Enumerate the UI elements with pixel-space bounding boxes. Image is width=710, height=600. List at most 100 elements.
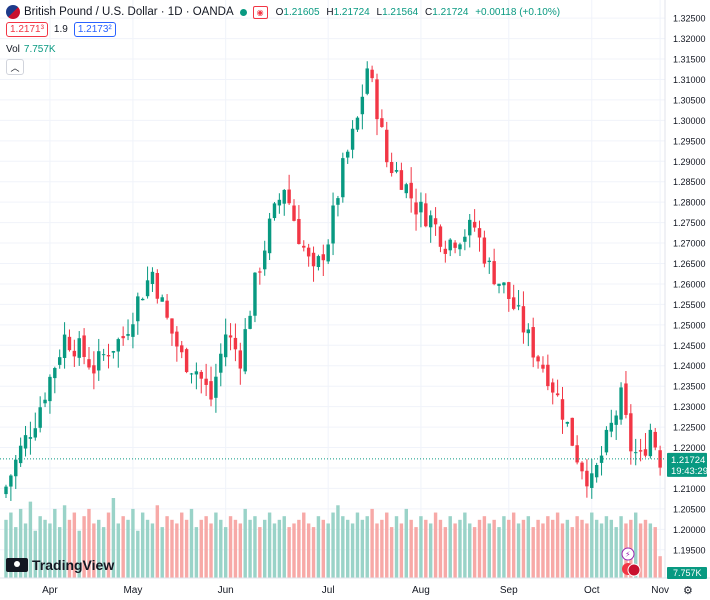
- tradingview-logo: TradingView: [6, 557, 114, 573]
- candle-body: [575, 445, 579, 463]
- candle-body: [14, 459, 18, 477]
- time-tick-label: Aug: [412, 585, 430, 596]
- volume-bar: [297, 519, 301, 578]
- buy-button[interactable]: 1.2173²: [73, 22, 116, 37]
- candle-body: [194, 371, 199, 375]
- candle-body: [77, 338, 81, 358]
- volume-bar: [214, 512, 218, 578]
- volume-bar: [72, 512, 77, 578]
- volume-bar: [38, 516, 42, 578]
- volume-bar: [287, 527, 291, 578]
- candle-body: [477, 228, 482, 238]
- candle-body: [341, 158, 345, 198]
- volume-bar: [487, 523, 491, 578]
- volume-bar: [267, 512, 272, 578]
- candle-body: [453, 242, 457, 248]
- sell-button[interactable]: 1.2171³: [6, 22, 48, 37]
- volume-bar: [101, 527, 106, 578]
- time-tick-label: Apr: [42, 585, 58, 596]
- candle-body: [551, 382, 555, 393]
- lightning-icon[interactable]: [621, 547, 635, 561]
- candle-body: [380, 118, 384, 127]
- event-icons[interactable]: ⚡: [621, 547, 641, 577]
- volume-bar: [399, 523, 404, 578]
- candle-body: [131, 324, 135, 337]
- candle-body: [126, 334, 130, 336]
- trade-buttons: 1.2171³ 1.9 1.2173²: [6, 22, 116, 37]
- flag-icon-2[interactable]: [627, 563, 641, 577]
- candle-body: [23, 435, 28, 449]
- volume-bar: [463, 512, 467, 578]
- svg-text:⚡: ⚡: [625, 550, 631, 559]
- candle-body: [321, 254, 326, 261]
- volume-bar: [238, 523, 243, 578]
- chevron-up-icon[interactable]: ︿: [6, 59, 24, 75]
- spread-value: 1.9: [53, 24, 68, 35]
- price-tick-label: 1.28000: [673, 198, 706, 208]
- volume-bar: [658, 556, 662, 578]
- candle-body: [297, 218, 301, 245]
- eye-icon[interactable]: ◉: [252, 5, 268, 19]
- volume-bar: [370, 508, 374, 578]
- volume-bar: [614, 527, 618, 578]
- candle-body: [653, 431, 657, 448]
- candle-body: [443, 248, 448, 254]
- volume-bar: [136, 530, 140, 578]
- volume-bar: [53, 508, 57, 578]
- volume-bar: [585, 523, 589, 578]
- candle-body: [648, 429, 653, 457]
- volume-bar: [536, 519, 540, 578]
- volume-bar: [394, 516, 399, 578]
- candle-body: [150, 271, 155, 284]
- candle-body: [9, 475, 13, 487]
- volume-bar: [292, 523, 296, 578]
- candle-body: [243, 329, 247, 372]
- price-tick-label: 1.30500: [673, 95, 706, 105]
- time-tick-label: Oct: [584, 585, 600, 596]
- market-open-dot-icon: [239, 8, 247, 16]
- volume-bar: [43, 519, 47, 578]
- candle-body: [4, 486, 8, 495]
- volume-bar: [184, 519, 189, 578]
- volume-bar: [14, 527, 18, 578]
- symbol-title[interactable]: British Pound / U.S. Dollar · 1D · OANDA: [24, 6, 234, 18]
- candle-body: [497, 283, 501, 286]
- open-value: 1.21605: [283, 6, 320, 18]
- volume-bar: [477, 519, 482, 578]
- candle-body: [414, 202, 418, 215]
- volume-bar: [194, 527, 199, 578]
- candle-body: [502, 282, 506, 286]
- candle-body: [28, 437, 33, 439]
- candle-body: [463, 236, 467, 242]
- candle-body: [97, 351, 101, 371]
- candle-body: [238, 350, 243, 369]
- volume-bar: [160, 527, 164, 578]
- volume-bar: [131, 508, 135, 578]
- candle-body: [116, 339, 120, 352]
- candle-body: [536, 356, 540, 362]
- volume-bar: [511, 512, 516, 578]
- countdown-label: 19:43:29: [671, 466, 708, 477]
- gear-icon[interactable]: ⚙: [683, 585, 693, 597]
- candle-body: [634, 452, 638, 454]
- volume-bar: [263, 519, 267, 578]
- candle-body: [248, 315, 252, 329]
- price-tick-label: 1.23500: [673, 382, 706, 392]
- low-value: 1.21564: [382, 6, 419, 18]
- candle-body: [604, 429, 609, 453]
- candle-body: [526, 329, 531, 334]
- volume-bar: [209, 523, 213, 578]
- candle-body: [433, 218, 438, 225]
- candle-body: [472, 221, 477, 228]
- volume-bars: [4, 498, 662, 578]
- candle-body: [316, 256, 321, 268]
- price-tick-label: 1.25500: [673, 300, 706, 310]
- candle-body: [165, 300, 169, 318]
- candle-body: [155, 273, 160, 299]
- candle-body: [258, 271, 262, 273]
- volume-bar: [551, 519, 555, 578]
- volume-bar: [497, 527, 501, 578]
- candle-body: [448, 239, 452, 251]
- volume-bar: [272, 523, 277, 578]
